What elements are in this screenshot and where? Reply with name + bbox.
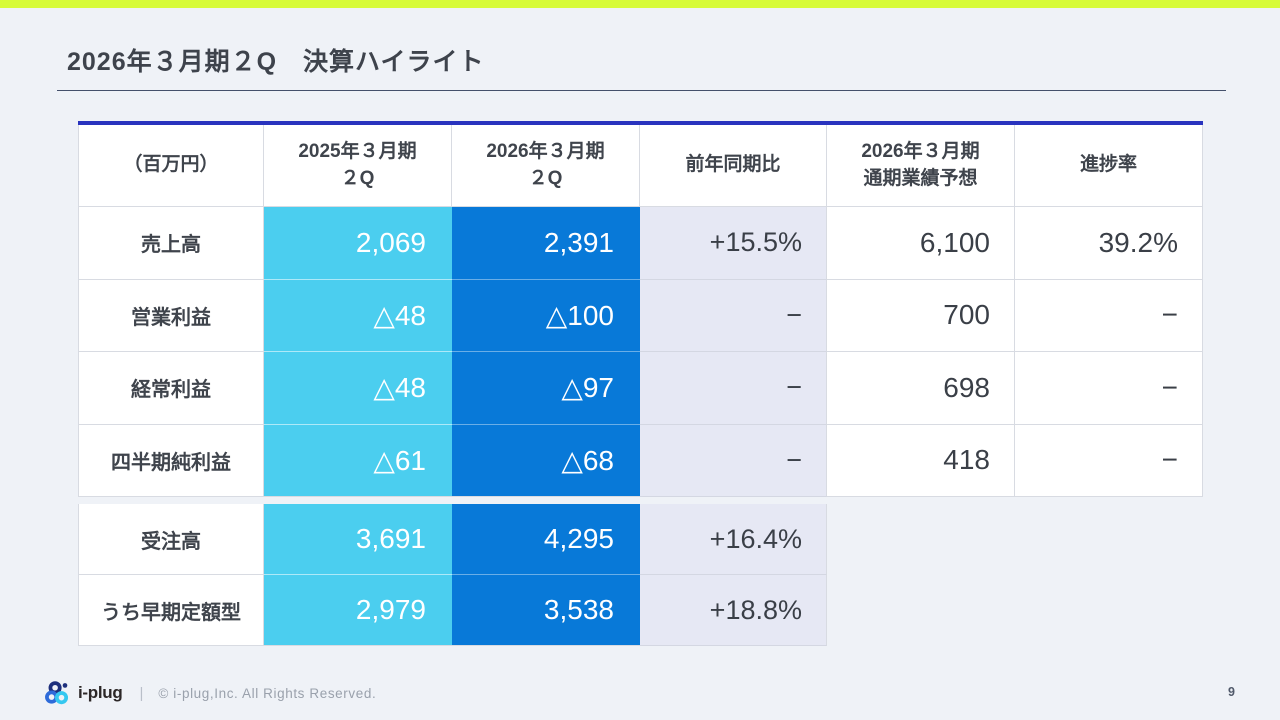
yoy-value: +15.5% (640, 207, 827, 280)
curr-value: 3,538 (452, 575, 640, 646)
curr-value: △68 (452, 424, 640, 497)
prev-value: 3,691 (264, 504, 452, 575)
curr-value: 2,391 (452, 207, 640, 280)
footer: i-plug | © i-plug,Inc. All Rights Reserv… (44, 679, 376, 707)
prev-value: △61 (264, 424, 452, 497)
header-prev-period: 2025年３月期 ２Q (264, 125, 452, 207)
progress-value: 39.2% (1015, 207, 1203, 280)
row-label: うち早期定額型 (78, 575, 264, 646)
row-label: 四半期純利益 (78, 424, 264, 497)
progress-value: − (1015, 352, 1203, 425)
forecast-value: 698 (827, 352, 1015, 425)
table-row-early-flatrate: うち早期定額型 2,979 3,538 +18.8% (78, 575, 1203, 646)
forecast-value: 6,100 (827, 207, 1015, 280)
prev-value: △48 (264, 279, 452, 352)
curr-value: 4,295 (452, 504, 640, 575)
title-divider (57, 90, 1226, 91)
table-row-sales: 売上高 2,069 2,391 +15.5% 6,100 39.2% (78, 207, 1203, 280)
slide-title: 2026年３月期２Q 決算ハイライト (67, 48, 485, 76)
progress-value: − (1015, 279, 1203, 352)
row-label: 営業利益 (78, 279, 264, 352)
highlights-table: （百万円） 2025年３月期 ２Q 2026年３月期 ２Q 前年同期比 2026… (78, 121, 1203, 646)
yoy-value: − (640, 279, 827, 352)
progress-value: − (1015, 424, 1203, 497)
row-label: 売上高 (78, 207, 264, 280)
i-plug-logo-icon (45, 681, 69, 705)
yoy-value: − (640, 424, 827, 497)
slide-accent-bar (0, 0, 1280, 8)
curr-value: △100 (452, 279, 640, 352)
yoy-value: − (640, 352, 827, 425)
header-curr-period: 2026年３月期 ２Q (452, 125, 640, 207)
table-row-ordinary-income: 経常利益 △48 △97 − 698 − (78, 352, 1203, 425)
page-number: 9 (1228, 685, 1235, 699)
yoy-value: +16.4% (640, 504, 827, 575)
forecast-value: 418 (827, 424, 1015, 497)
header-forecast: 2026年３月期 通期業績予想 (827, 125, 1015, 207)
copyright-text: © i-plug,Inc. All Rights Reserved. (158, 685, 377, 701)
header-yoy: 前年同期比 (640, 125, 827, 207)
header-progress: 進捗率 (1015, 125, 1203, 207)
header-unit: （百万円） (78, 125, 264, 207)
row-label: 経常利益 (78, 352, 264, 425)
table-header-row: （百万円） 2025年３月期 ２Q 2026年３月期 ２Q 前年同期比 2026… (78, 125, 1203, 207)
table-section-gap (78, 497, 1203, 504)
footer-separator: | (139, 684, 144, 702)
row-label: 受注高 (78, 504, 264, 575)
curr-value: △97 (452, 352, 640, 425)
prev-value: △48 (264, 352, 452, 425)
prev-value: 2,069 (264, 207, 452, 280)
yoy-value: +18.8% (640, 575, 827, 646)
prev-value: 2,979 (264, 575, 452, 646)
table-row-orders: 受注高 3,691 4,295 +16.4% (78, 504, 1203, 575)
table-row-operating-income: 営業利益 △48 △100 − 700 − (78, 279, 1203, 352)
i-plug-logo-text: i-plug (78, 683, 123, 702)
table-top-accent (78, 121, 1203, 125)
forecast-value: 700 (827, 279, 1015, 352)
table-row-quarterly-net-income: 四半期純利益 △61 △68 − 418 − (78, 424, 1203, 497)
